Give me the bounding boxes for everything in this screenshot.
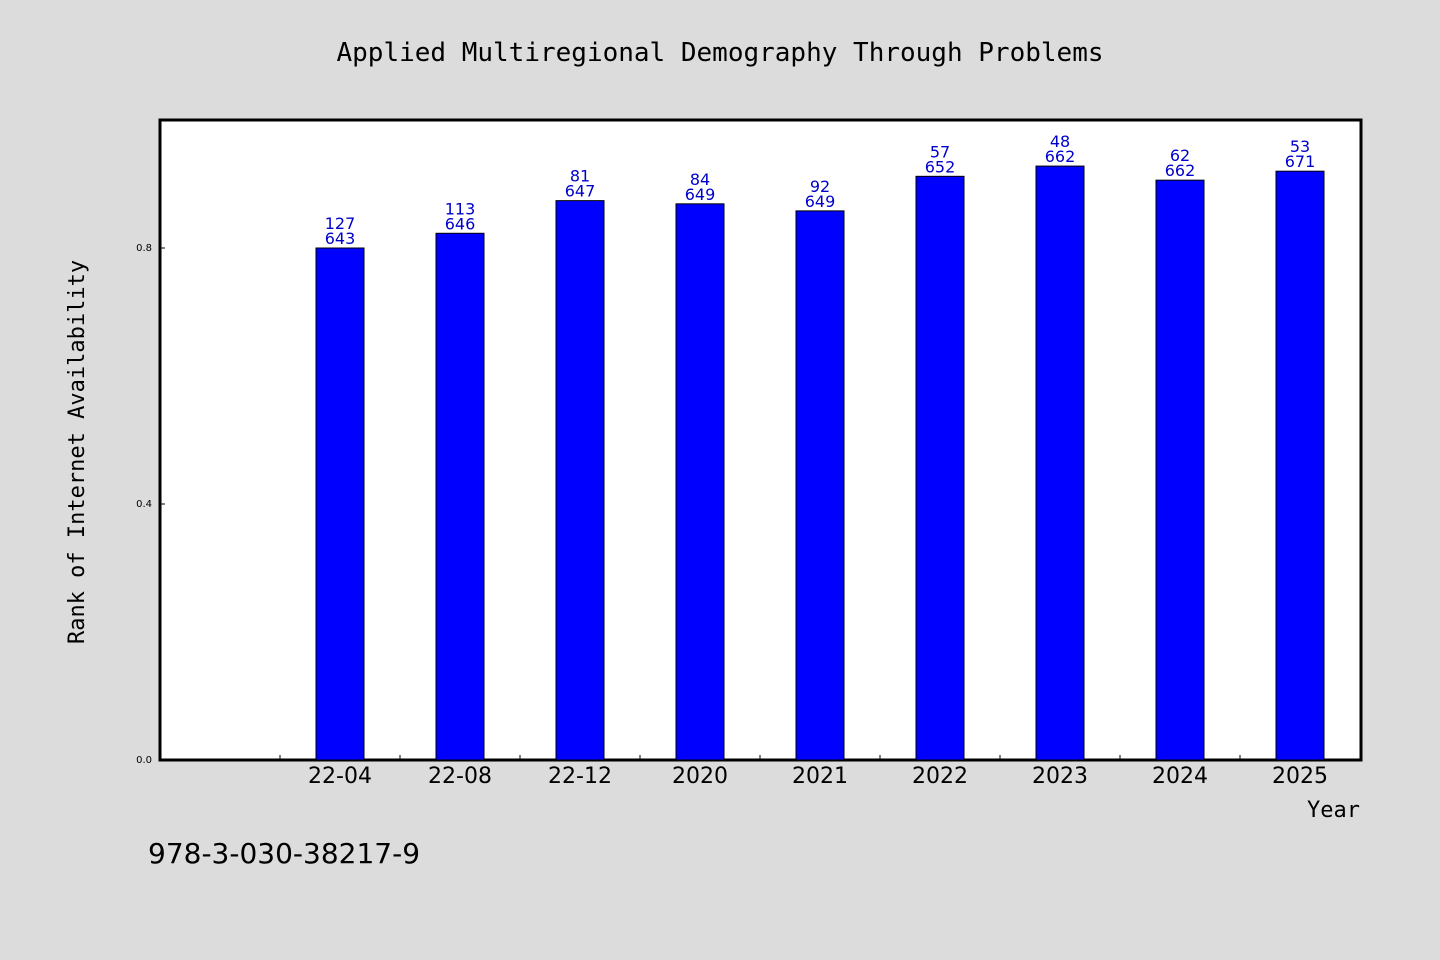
y-tick-group: 0.0 0.4 0.8: [136, 243, 165, 766]
bar: [1035, 165, 1085, 761]
x-axis-label: Year: [1307, 798, 1360, 823]
bar-label-top: 113: [445, 199, 476, 218]
x-tick-label: 22-04: [308, 764, 372, 789]
bar-label-top: 57: [930, 142, 950, 161]
bar-label-bottom: 646: [445, 214, 476, 233]
bar: [915, 175, 965, 761]
bar-label-bottom: 662: [1045, 147, 1076, 166]
bar-label-top: 48: [1050, 132, 1070, 151]
x-tick-label: 2020: [672, 764, 728, 789]
bar-label-top: 62: [1170, 146, 1190, 165]
bar: [315, 247, 365, 761]
bar-label-bottom: 652: [925, 157, 956, 176]
bar-label-bottom: 662: [1165, 161, 1196, 180]
x-tick-label: 2022: [912, 764, 968, 789]
bar-label-top: 84: [690, 170, 710, 189]
x-tick-group: 22-04 22-08 22-12 2020 2021 2022 2023 2024 2025: [279, 755, 1328, 789]
y-tick-label: 0.4: [136, 499, 152, 510]
y-tick-label: 0.8: [136, 243, 152, 254]
bar-label-bottom: 649: [805, 192, 836, 211]
y-tick-label: 0.0: [136, 755, 152, 766]
bar: [1275, 170, 1325, 761]
bar: [555, 200, 605, 761]
x-tick-label: 2025: [1272, 764, 1328, 789]
y-axis-label: Rank of Internet Availability: [65, 260, 90, 644]
bar-label-top: 127: [325, 214, 356, 233]
bar: [795, 210, 845, 761]
x-tick-label: 2023: [1032, 764, 1088, 789]
bar-label-top: 53: [1290, 137, 1310, 156]
footer-code: 978-3-030-38217-9: [148, 837, 420, 870]
bar-label-bottom: 647: [565, 182, 596, 201]
x-tick-label: 22-12: [548, 764, 612, 789]
x-tick-label: 2024: [1152, 764, 1208, 789]
x-tick-label: 2021: [792, 764, 848, 789]
bar: [435, 232, 485, 761]
bar-label-top: 92: [810, 177, 830, 196]
bar-label-bottom: 671: [1285, 152, 1316, 171]
bar-label-bottom: 643: [325, 229, 356, 248]
chart-title: Applied Multiregional Demography Through…: [336, 38, 1103, 68]
bar-label-bottom: 649: [685, 185, 716, 204]
bar: [675, 203, 725, 761]
bar-label-top: 81: [570, 167, 590, 186]
x-tick-label: 22-08: [428, 764, 492, 789]
bar: [1155, 179, 1205, 761]
